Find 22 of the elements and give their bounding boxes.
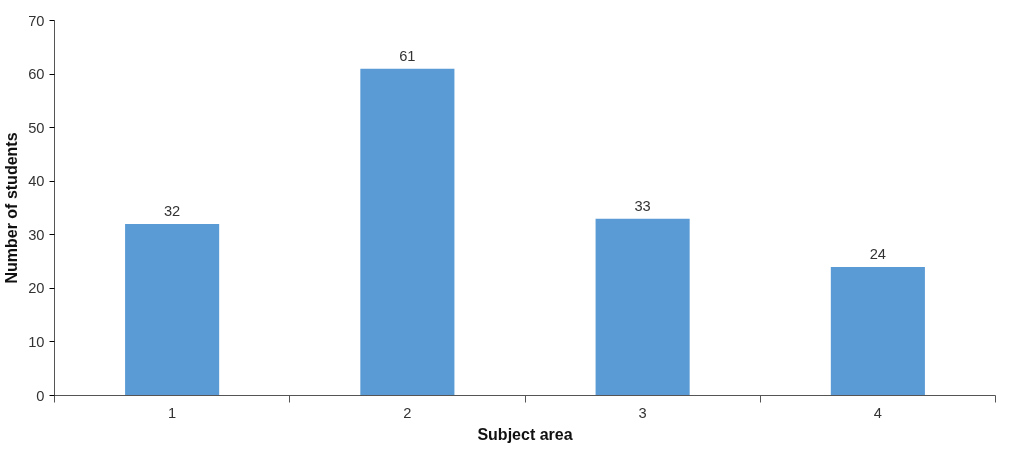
bar bbox=[360, 68, 455, 396]
data-label: 33 bbox=[634, 197, 651, 214]
data-label: 61 bbox=[399, 47, 416, 64]
y-tick-label: 0 bbox=[36, 387, 45, 404]
y-tick-label: 60 bbox=[28, 66, 45, 83]
y-tick-label: 30 bbox=[28, 226, 45, 243]
x-axis-title: Subject area bbox=[477, 425, 573, 443]
bar bbox=[830, 266, 925, 396]
y-tick-label: 50 bbox=[28, 119, 45, 136]
x-tick-label: 2 bbox=[403, 404, 412, 421]
y-tick-label: 70 bbox=[28, 12, 45, 29]
y-axis-title: Number of students bbox=[3, 132, 21, 284]
data-label: 32 bbox=[163, 203, 181, 220]
x-tick-label: 1 bbox=[168, 404, 177, 421]
x-tick-label: 3 bbox=[638, 404, 647, 421]
x-tick-label: 4 bbox=[873, 404, 882, 421]
bar bbox=[125, 224, 220, 396]
bar bbox=[595, 218, 690, 396]
y-tick-label: 20 bbox=[28, 280, 45, 297]
y-tick-label: 10 bbox=[28, 333, 45, 350]
data-label: 24 bbox=[869, 245, 887, 262]
y-tick-label: 40 bbox=[28, 173, 45, 190]
